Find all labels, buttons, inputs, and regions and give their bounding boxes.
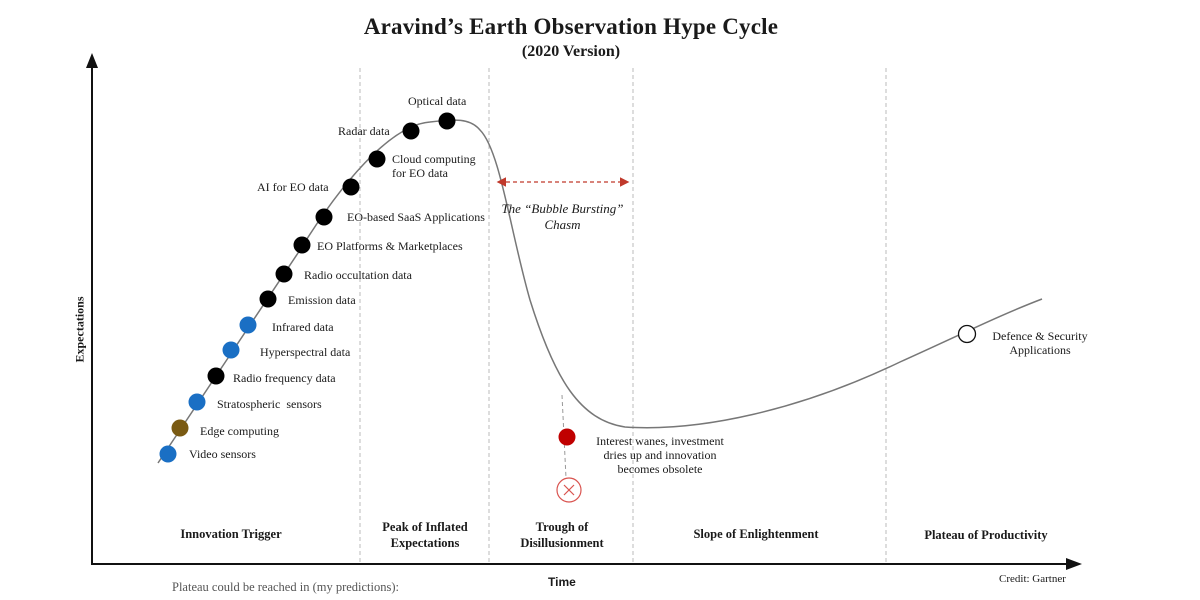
y-axis-label: Expectations — [72, 296, 87, 363]
label-radio-occultation: Radio occultation data — [304, 268, 412, 282]
phase-innovation-trigger: Innovation Trigger — [180, 527, 282, 541]
x-axis-label: Time — [548, 575, 576, 589]
y-axis — [86, 53, 98, 565]
interest-line2: dries up and innovation — [603, 448, 717, 462]
label-infrared: Infrared data — [272, 320, 334, 334]
label-radar-data: Radar data — [338, 124, 390, 138]
label-eo-saas: EO-based SaaS Applications — [347, 210, 485, 224]
footnote-text: Plateau could be reached in (my predicti… — [172, 580, 400, 594]
phase-peak-inflated-expectations: Peak of Inflated Expectations — [362, 519, 488, 551]
credit-text: Credit: Gartner — [999, 573, 1066, 585]
phase-plateau-productivity: Plateau of Productivity — [924, 528, 1048, 542]
dot-edge-computing — [171, 419, 189, 437]
defence-line1: Defence & Security — [992, 329, 1088, 343]
interest-line3: becomes obsolete — [617, 462, 703, 476]
innovation-dots — [159, 112, 456, 463]
dot-emission — [259, 290, 277, 308]
defence-security-annotation: Defence & Security Applications — [985, 329, 1095, 357]
chasm-line1: The “Bubble Bursting” — [501, 201, 624, 216]
label-ai-for-eo: AI for EO data — [257, 180, 329, 194]
label-stratospheric-sensors: Stratospheric sensors — [217, 397, 322, 411]
diagram-subtitle: (2020 Version) — [521, 43, 621, 60]
label-radio-frequency: Radio frequency data — [233, 371, 336, 385]
chasm-line2: Chasm — [544, 217, 581, 232]
dot-ai-for-eo — [342, 178, 360, 196]
dot-radar-data — [402, 122, 420, 140]
label-eo-platforms: EO Platforms & Marketplaces — [317, 239, 463, 253]
label-hyperspectral: Hyperspectral data — [260, 345, 351, 359]
interest-line1: Interest wanes, investment — [596, 434, 724, 448]
y-axis-arrow-icon — [86, 53, 98, 68]
label-cloud-computing-line1: Cloud computing — [392, 152, 476, 166]
dot-hyperspectral — [222, 341, 240, 359]
phase-peak-line2: Expectations — [390, 536, 460, 550]
label-optical-data: Optical data — [408, 94, 467, 108]
phase-dividers — [359, 68, 887, 562]
chasm-annotation: The “Bubble Bursting” Chasm — [500, 201, 625, 233]
dot-radio-frequency — [207, 367, 225, 385]
dot-eo-saas — [315, 208, 333, 226]
label-video-sensors: Video sensors — [189, 447, 256, 461]
obsolete-x-icon — [556, 477, 582, 503]
dot-video-sensors — [159, 445, 177, 463]
dot-optical-data — [438, 112, 456, 130]
dot-eo-platforms — [293, 236, 311, 254]
hype-curve — [157, 119, 1043, 464]
dot-defence-security — [957, 324, 977, 344]
dot-interest-wanes — [558, 428, 576, 446]
phase-trough-line2: Disillusionment — [520, 536, 604, 550]
phase-peak-line1: Peak of Inflated — [382, 520, 468, 534]
x-axis-arrow-icon — [1066, 558, 1082, 570]
label-cloud-computing-line2: for EO data — [392, 166, 448, 180]
dot-stratospheric-sensors — [188, 393, 206, 411]
dot-radio-occultation — [275, 265, 293, 283]
phase-trough-disillusionment: Trough of Disillusionment — [491, 519, 633, 551]
label-emission: Emission data — [288, 293, 356, 307]
x-axis — [91, 558, 1082, 570]
dot-cloud-computing — [368, 150, 386, 168]
phase-trough-line1: Trough of — [535, 520, 589, 534]
defence-line2: Applications — [1009, 343, 1071, 357]
dot-infrared — [239, 316, 257, 334]
label-cloud-computing: Cloud computing for EO data — [392, 152, 476, 180]
diagram-title: Aravind’s Earth Observation Hype Cycle — [363, 14, 779, 39]
phase-slope-enlightenment: Slope of Enlightenment — [693, 527, 819, 541]
interest-wanes-annotation: Interest wanes, investment dries up and … — [585, 434, 735, 476]
label-edge-computing: Edge computing — [200, 424, 279, 438]
